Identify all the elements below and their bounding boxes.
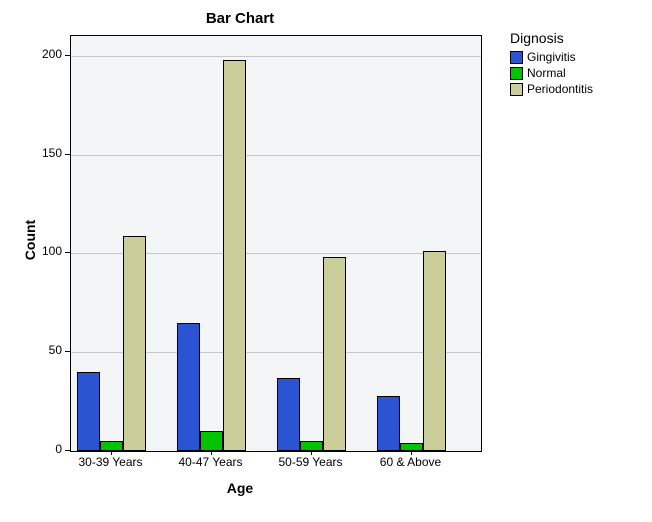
bar (123, 236, 146, 451)
x-tick-label: 50-59 Years (261, 455, 361, 469)
legend-label: Gingivitis (527, 50, 576, 64)
bar (323, 257, 346, 451)
y-tick-label: 150 (12, 146, 62, 160)
legend-swatch (510, 83, 523, 96)
legend-swatch (510, 67, 523, 80)
x-tick-mark (211, 450, 212, 455)
chart-container: Bar Chart Count Age Dignosis GingivitisN… (0, 0, 652, 522)
gridline (71, 155, 481, 156)
x-tick-mark (311, 450, 312, 455)
y-tick-mark (65, 252, 70, 253)
legend-item: Periodontitis (510, 82, 593, 96)
y-tick-mark (65, 154, 70, 155)
x-axis-label: Age (0, 480, 480, 496)
legend-label: Periodontitis (527, 82, 593, 96)
legend-item: Normal (510, 66, 566, 80)
y-tick-label: 200 (12, 47, 62, 61)
bar (100, 441, 123, 451)
x-tick-mark (111, 450, 112, 455)
bar (400, 443, 423, 451)
bar (377, 396, 400, 451)
x-tick-mark (411, 450, 412, 455)
y-tick-label: 0 (12, 442, 62, 456)
x-tick-label: 30-39 Years (61, 455, 161, 469)
y-tick-mark (65, 55, 70, 56)
bar (223, 60, 246, 451)
bar (177, 323, 200, 451)
y-tick-label: 100 (12, 244, 62, 258)
plot-area (70, 35, 482, 452)
bar (77, 372, 100, 451)
bar (200, 431, 223, 451)
gridline (71, 56, 481, 57)
x-tick-label: 40-47 Years (161, 455, 261, 469)
legend-label: Normal (527, 66, 566, 80)
y-tick-mark (65, 450, 70, 451)
legend-item: Gingivitis (510, 50, 576, 64)
legend-swatch (510, 51, 523, 64)
bar (277, 378, 300, 451)
y-tick-mark (65, 351, 70, 352)
bar (300, 441, 323, 451)
bar (423, 251, 446, 451)
legend-title: Dignosis (510, 30, 564, 46)
y-tick-label: 50 (12, 343, 62, 357)
x-tick-label: 60 & Above (361, 455, 461, 469)
chart-title: Bar Chart (0, 10, 480, 27)
